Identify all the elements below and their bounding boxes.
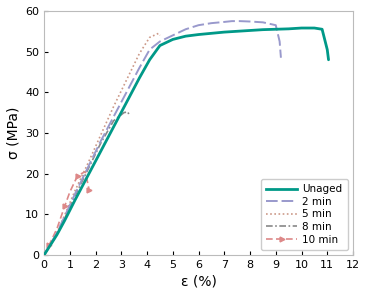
Legend: Unaged, 2 min, 5 min, 8 min, 10 min: Unaged, 2 min, 5 min, 8 min, 10 min [261,179,348,250]
Y-axis label: σ (MPa): σ (MPa) [7,107,21,159]
X-axis label: ε (%): ε (%) [181,274,217,288]
